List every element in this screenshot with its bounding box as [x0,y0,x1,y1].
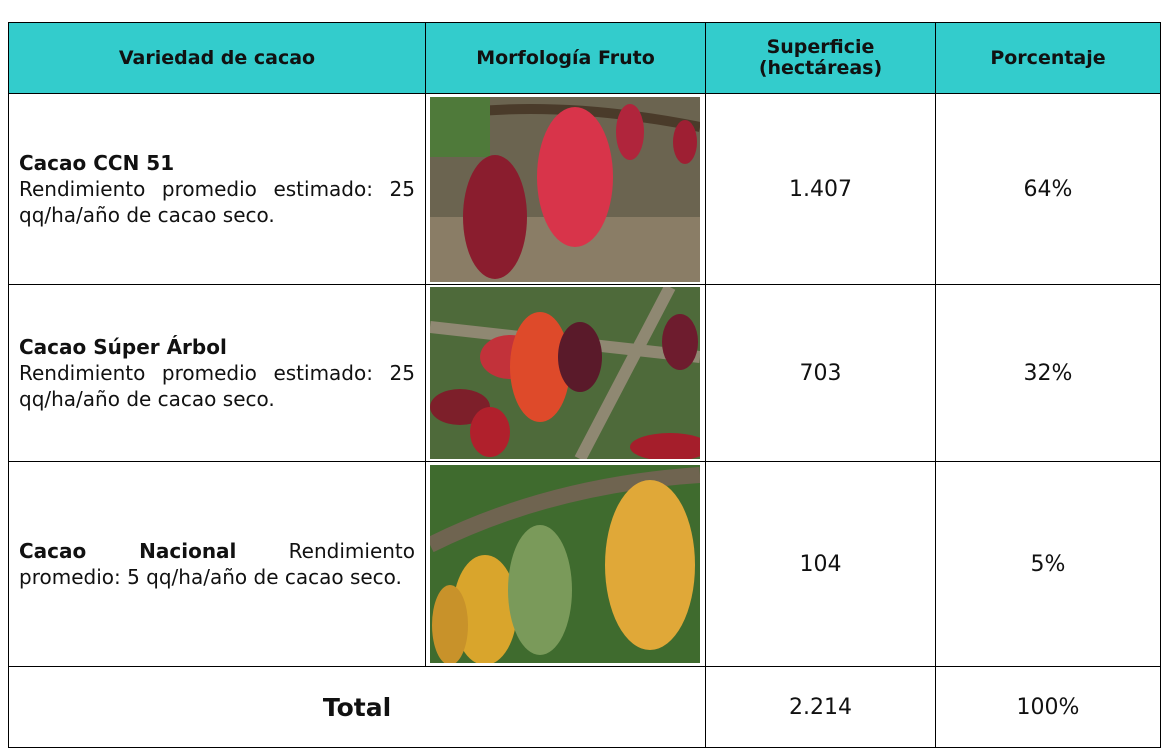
header-cell: Superficie (hectáreas) [705,22,936,94]
image-cell [425,284,706,462]
row: Cacao CCN 51 Rendimiento promedio estimad… [8,93,1161,285]
area-cell: 1.407 [705,93,936,285]
fruit-image [430,96,700,282]
fruit-image [430,287,700,459]
image-cell [425,93,706,285]
percentage-cell: 64% [935,93,1161,285]
variety-description: Rendimiento promedio: 5 qq/ha/año de cac… [19,539,415,589]
total-area: 2.214 [705,666,936,748]
row: Cacao Nacional Rendimiento promedio: 5 q… [8,461,1161,667]
variety-name: Cacao Nacional [19,539,237,563]
total-percentage: 100% [935,666,1161,748]
header-cell: Morfología Fruto [425,22,706,94]
image-cell [425,461,706,667]
header-cell: Porcentaje [935,22,1161,94]
variety-cell: Cacao Súper Árbol Rendimiento promedio es… [8,284,426,462]
variety-cell: Cacao CCN 51 Rendimiento promedio estimad… [8,93,426,285]
variety-description: Rendimiento promedio estimado: 25 qq/ha/… [19,361,415,411]
percentage-cell: 32% [935,284,1161,462]
header-cell: Variedad de cacao [8,22,426,94]
header-row: Variedad de cacao Morfología Fruto Super… [8,22,1161,94]
area-cell: 703 [705,284,936,462]
variety-description: Rendimiento promedio estimado: 25 qq/ha/… [19,177,415,227]
area-cell: 104 [705,461,936,667]
cacao-table: Variedad de cacao Morfología Fruto Super… [8,22,1161,748]
variety-name: Cacao CCN 51 [19,151,175,175]
variety-cell: Cacao Nacional Rendimiento promedio: 5 q… [8,461,426,667]
percentage-cell: 5% [935,461,1161,667]
row: Cacao Súper Árbol Rendimiento promedio es… [8,284,1161,462]
fruit-image [430,465,700,663]
variety-name: Cacao Súper Árbol [19,335,227,359]
total-label: Total [8,666,706,748]
total-row: Total 2.214 100% [8,666,1161,748]
